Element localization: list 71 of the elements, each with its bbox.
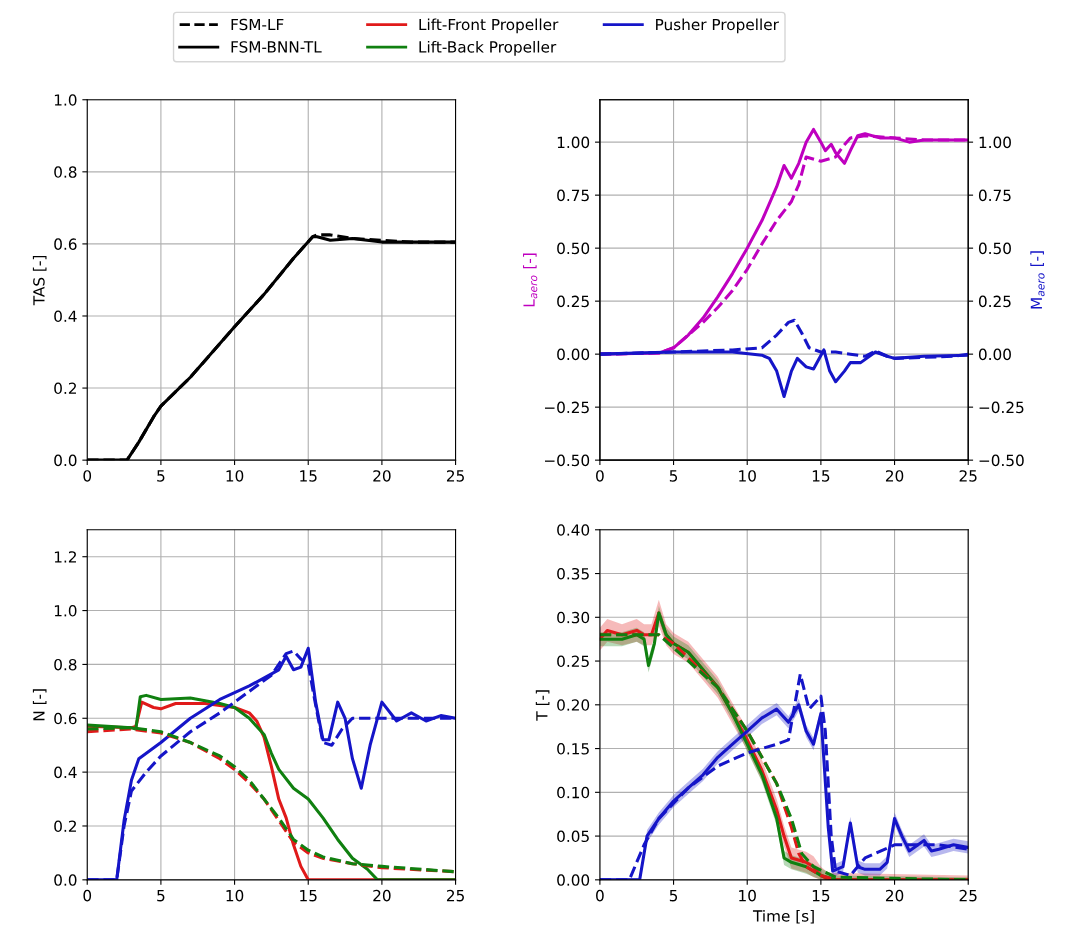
x-tick-label: 5 (669, 890, 678, 902)
x-tick-label: 5 (669, 470, 678, 482)
y-tick-label: 0.05 (557, 830, 589, 843)
y2-tick-label: 0.00 (978, 348, 1011, 361)
x-tick-label: 15 (812, 890, 830, 902)
y-axis-title: T [-] (535, 690, 550, 721)
x-tick-label: 10 (739, 470, 756, 482)
x-tick-label: 25 (959, 470, 977, 482)
y-tick-label: 0.20 (557, 699, 590, 711)
y2-tick-label: −0.50 (979, 454, 1024, 467)
x-tick-label: 25 (959, 889, 977, 902)
y-tick-label: 0.2 (54, 820, 76, 832)
y-tick-label: 0.30 (557, 611, 590, 624)
y-tick-label: 0.40 (557, 524, 590, 536)
y2-tick-label: 0.25 (978, 295, 1011, 308)
legend-label: FSM-LF (231, 18, 284, 31)
y-tick-label: 0.0 (54, 454, 77, 467)
x-tick-label: 5 (157, 470, 165, 482)
y-tick-label: 1.0 (54, 605, 77, 617)
y-tick-label: 0.15 (557, 743, 589, 755)
y-tick-label: 0.6 (54, 712, 77, 725)
x-tick-label: 20 (373, 889, 391, 902)
y2-tick-label: 1.00 (979, 136, 1011, 149)
x-tick-label: 10 (226, 889, 244, 902)
y-tick-label: 0.2 (54, 382, 76, 395)
y-tick-label: 0.4 (54, 310, 77, 323)
y-tick-label: 0.25 (557, 295, 589, 308)
y-tick-label: 0.6 (54, 238, 77, 250)
x-tick-label: 15 (300, 890, 317, 902)
x-tick-label: 25 (446, 889, 464, 902)
x-tick-label: 5 (157, 890, 165, 902)
y-axis-title: TAS [-] (32, 255, 47, 306)
y-tick-label: 0.00 (557, 348, 590, 361)
legend-label: FSM-BNN-TL (231, 41, 322, 53)
y-axis-title: L$_{aero}$ [-] (523, 253, 538, 307)
y-tick-label: 0.4 (54, 766, 77, 779)
x-tick-label: 0 (83, 470, 92, 482)
y-tick-label: 0.8 (54, 658, 77, 671)
y-tick-label: 0.50 (557, 242, 590, 255)
y-tick-label: 1.2 (54, 551, 76, 563)
x-tick-label: 10 (739, 889, 756, 902)
y-tick-label: 0.8 (54, 166, 77, 178)
x-tick-label: 0 (596, 470, 604, 482)
x-tick-label: 25 (446, 470, 464, 482)
x-tick-label: 20 (373, 470, 391, 482)
y-tick-label: 0.00 (557, 874, 590, 886)
x-tick-label: 0 (596, 889, 604, 902)
x-tick-label: 15 (812, 470, 830, 482)
y-tick-label: −0.50 (544, 454, 590, 467)
y-tick-label: 1.00 (557, 136, 590, 149)
y-tick-label: 0.75 (557, 189, 589, 202)
y-tick-label: 0.10 (557, 786, 590, 799)
y2-tick-label: −0.25 (979, 401, 1024, 414)
legend-label: Lift-Back Propeller (419, 40, 557, 56)
x-tick-label: 0 (83, 889, 92, 902)
y-tick-label: 0.25 (557, 655, 589, 668)
y2-tick-label: 0.50 (978, 242, 1011, 255)
y-tick-label: 0.35 (557, 568, 589, 580)
y-tick-label: 0.0 (54, 874, 77, 886)
y-axis-title: N [-] (32, 689, 47, 721)
y-tick-label: 1.0 (54, 94, 77, 106)
y-tick-label: −0.25 (544, 401, 589, 414)
y2-tick-label: 0.75 (978, 189, 1011, 202)
x-tick-label: 10 (226, 470, 244, 482)
x-tick-label: 20 (885, 889, 904, 902)
legend-label: Pusher Propeller (656, 18, 779, 34)
x-axis-title: Time [s] (752, 909, 814, 924)
x-tick-label: 20 (885, 470, 904, 482)
y2-axis-title: M$_{aero}$ [-] (1030, 251, 1045, 309)
legend-label: Lift-Front Propeller (419, 18, 559, 34)
x-tick-label: 15 (300, 470, 317, 482)
